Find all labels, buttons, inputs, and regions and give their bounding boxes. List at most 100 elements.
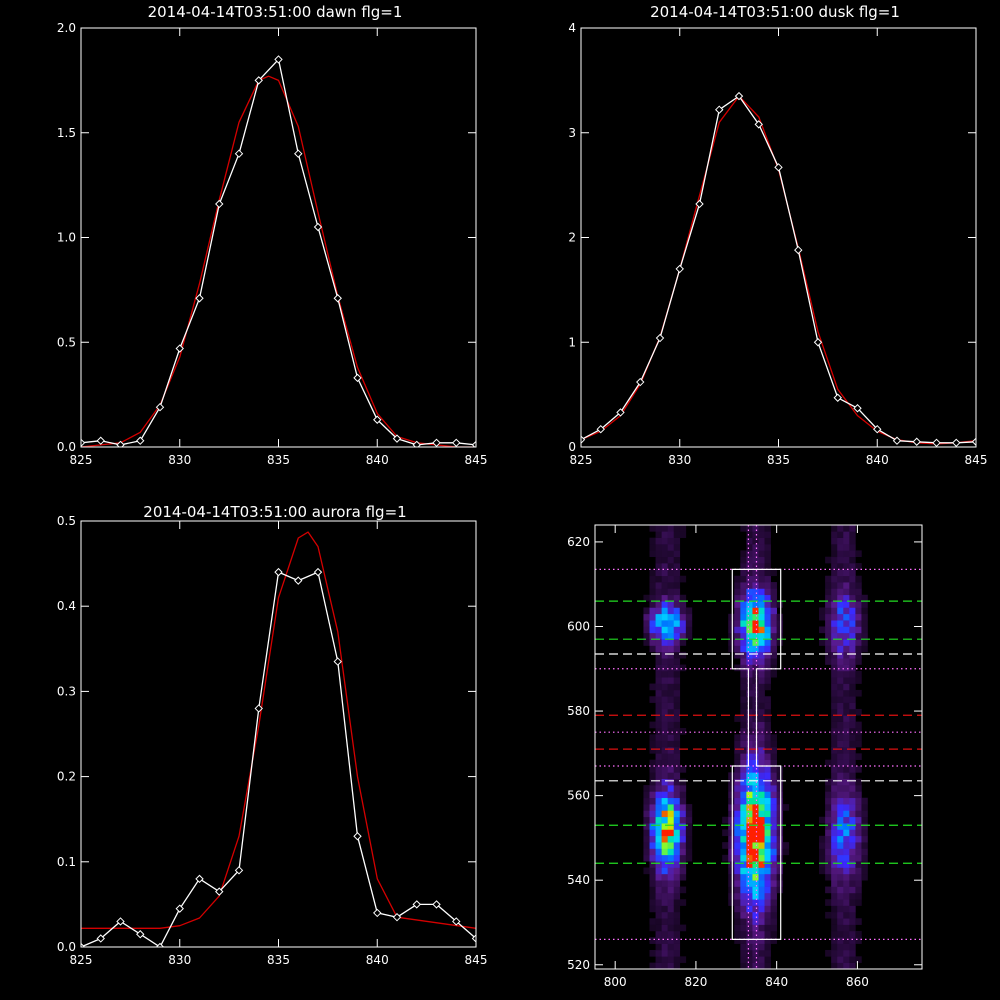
emission-image-pixel <box>758 727 765 735</box>
emission-image-pixel <box>649 569 656 577</box>
emission-image-pixel <box>758 835 765 843</box>
emission-image-pixel <box>843 696 850 703</box>
emission-image-pixel <box>685 823 693 830</box>
emission-image-pixel <box>770 785 777 792</box>
emission-image-pixel <box>752 949 759 957</box>
emission-image-pixel <box>734 759 741 767</box>
emission-image-pixel <box>673 835 681 843</box>
emission-image-pixel <box>673 918 681 925</box>
emission-image-pixel <box>770 582 777 589</box>
emission-image-pixel <box>661 556 668 564</box>
emission-image-pixel <box>843 930 850 938</box>
emission-image-pixel <box>837 823 844 830</box>
emission-image-pixel <box>855 607 862 615</box>
aurora-data-point <box>215 887 224 896</box>
emission-image-pixel <box>843 620 850 627</box>
emission-image-pixel <box>752 556 759 564</box>
emission-image-pixel <box>849 727 856 735</box>
emission-image-pixel <box>849 632 856 640</box>
aurora-data-point <box>136 930 145 939</box>
aurora-x-tick-label: 835 <box>267 953 290 967</box>
aurora-x-tick-label: 825 <box>70 953 93 967</box>
emission-image-pixel <box>728 899 735 906</box>
emission-image-pixel <box>740 962 747 969</box>
emission-image-pixel <box>843 740 850 748</box>
emission-image-pixel <box>849 715 856 722</box>
emission-image-pixel <box>849 943 856 951</box>
emission-image-pixel <box>849 601 856 608</box>
emission-image-pixel <box>649 582 656 589</box>
emission-image-pixel <box>746 658 753 665</box>
emission-image-pixel <box>764 727 771 735</box>
emission-image-pixel <box>734 937 741 944</box>
emission-image-pixel <box>764 873 771 881</box>
emission-image-pixel <box>740 892 747 900</box>
emission-image-pixel <box>679 867 687 875</box>
emission-image-pixel <box>740 594 747 602</box>
emission-image-pixel <box>831 930 838 938</box>
emission-image-pixel <box>837 924 844 932</box>
emission-image-pixel <box>740 905 747 913</box>
aurora-y-tick-label: 0.5 <box>57 514 76 528</box>
emission-image-pixel <box>752 544 759 551</box>
emission-image-pixel <box>734 766 741 773</box>
emission-image-pixel <box>849 886 856 894</box>
dusk-data-point <box>675 264 684 274</box>
emission-image-pixel <box>758 949 765 957</box>
emission-image-pixel <box>861 626 868 634</box>
emission-image-pixel <box>734 823 741 830</box>
emission-image-pixel <box>837 639 844 646</box>
emission-image-pixel <box>849 620 856 627</box>
aurora-plot-area <box>81 531 476 947</box>
emission-image-pixel <box>752 575 759 583</box>
emission-image-pixel <box>752 918 759 925</box>
emission-image-pixel <box>843 937 850 944</box>
emission-image-pixel <box>837 582 844 589</box>
emission-image-pixel <box>673 658 681 665</box>
emission-image-pixel <box>734 740 741 748</box>
dusk-data-point <box>813 338 823 347</box>
emission-image-pixel <box>776 804 784 811</box>
emission-image-pixel <box>728 886 735 894</box>
emission-image-pixel <box>649 772 656 780</box>
emission-image-pixel <box>734 778 741 786</box>
emission-image-pixel <box>758 956 765 963</box>
emission-image-pixel <box>849 759 856 767</box>
emission-image-pixel <box>764 892 771 900</box>
emission-image-pixel <box>752 899 759 906</box>
emission-image-pixel <box>825 651 832 659</box>
emission-image-pixel <box>661 804 668 811</box>
emission-image-pixel <box>752 848 759 856</box>
emission-image-pixel <box>746 588 753 596</box>
emission-image-pixel <box>746 721 753 729</box>
emission-image-pixel <box>661 835 668 843</box>
emission-image-pixel <box>861 873 868 881</box>
emission-image-pixel <box>855 689 862 697</box>
emission-image-pixel <box>740 575 747 583</box>
emission-image-pixel <box>649 550 656 558</box>
emission-image-pixel <box>849 911 856 919</box>
emission-image-pixel <box>655 702 662 710</box>
emission-image-pixel <box>673 861 681 868</box>
emission-image-pixel <box>837 899 844 906</box>
dawn-data-point <box>81 438 86 447</box>
emission-image-pixel <box>679 727 687 735</box>
emission-image-pixel <box>752 930 759 938</box>
emission-image-pixel <box>855 620 862 627</box>
emission-image-pixel <box>673 607 681 615</box>
dusk-data-point <box>715 105 724 114</box>
emission-image-pixel <box>667 899 675 906</box>
emission-image-pixel <box>758 848 765 856</box>
dawn-y-tick-label: 1.5 <box>57 126 76 140</box>
emission-image-pixel <box>861 823 868 830</box>
emission-image-pixel <box>752 766 759 773</box>
emission-image-pixel <box>661 645 668 653</box>
emission-image-pixel <box>849 823 856 830</box>
emission-image-pixel <box>849 575 856 583</box>
emission-image-pixel <box>837 670 844 678</box>
emission-image-pixel <box>685 810 693 818</box>
emission-image-pixel <box>843 550 850 558</box>
emission-image-pixel <box>740 949 747 957</box>
emission-image-pixel <box>655 867 662 875</box>
emission-image-pixel <box>734 829 741 837</box>
